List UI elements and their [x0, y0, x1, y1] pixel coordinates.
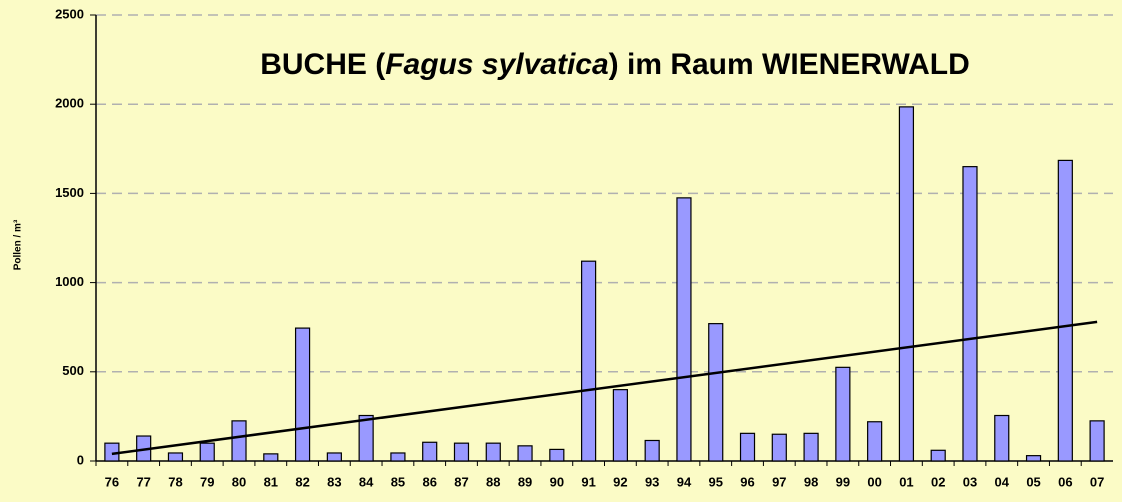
x-tick-label: 00	[867, 474, 881, 489]
y-tick-label: 0	[77, 452, 84, 467]
bar	[898, 106, 915, 462]
x-tick-label: 07	[1090, 474, 1104, 489]
x-tick-label: 88	[486, 474, 500, 489]
x-tick-label: 99	[836, 474, 850, 489]
x-tick-label: 83	[327, 474, 341, 489]
x-tick-label: 81	[264, 474, 278, 489]
x-tick-label: 77	[136, 474, 150, 489]
bar	[867, 421, 883, 462]
bar	[326, 452, 342, 462]
x-tick-label: 82	[295, 474, 309, 489]
y-tick-label: 2000	[55, 96, 84, 111]
y-tick-label: 2500	[55, 6, 84, 21]
bar	[835, 366, 851, 462]
x-tick-label: 87	[454, 474, 468, 489]
x-tick-label: 90	[550, 474, 564, 489]
x-tick-label: 79	[200, 474, 214, 489]
x-tick-label: 06	[1058, 474, 1072, 489]
bar	[1057, 159, 1073, 462]
x-tick-label: 03	[963, 474, 977, 489]
x-tick-label: 02	[931, 474, 945, 489]
chart-title: BUCHE (Fagus sylvatica) im Raum WIENERWA…	[260, 48, 970, 81]
bar	[1025, 455, 1042, 462]
bar	[231, 420, 247, 462]
bar	[517, 445, 533, 462]
bar	[390, 452, 406, 462]
x-tick-label: 85	[391, 474, 405, 489]
x-tick-label: 89	[518, 474, 532, 489]
bar	[294, 327, 311, 462]
title-part: BUCHE (	[260, 48, 385, 81]
bar	[994, 414, 1010, 462]
bar	[708, 323, 724, 462]
y-tick-label: 500	[62, 363, 84, 378]
bar	[962, 166, 978, 462]
bar	[263, 453, 279, 462]
x-tick-label: 01	[899, 474, 913, 489]
x-tick-label: 76	[105, 474, 119, 489]
x-tick-label: 95	[709, 474, 723, 489]
bar	[930, 449, 946, 462]
x-tick-label: 04	[995, 474, 1010, 489]
bar	[612, 389, 628, 462]
x-tick-label: 98	[804, 474, 818, 489]
title-part: ) im Raum WIENERWALD	[609, 48, 970, 81]
trend-line	[111, 320, 1098, 456]
x-tick-label: 91	[581, 474, 595, 489]
y-tick-label: 1500	[55, 185, 84, 200]
x-tick-label: 80	[232, 474, 246, 489]
bar	[485, 442, 501, 462]
y-axis-label: Pollen / m³	[13, 219, 24, 270]
bar	[358, 414, 374, 462]
x-tick-label: 05	[1026, 474, 1040, 489]
bar	[644, 439, 660, 462]
x-tick-label: 93	[645, 474, 659, 489]
title-part: Fagus sylvatica	[385, 48, 608, 81]
x-tick-label: 94	[677, 474, 692, 489]
bar	[803, 432, 819, 462]
x-tick-label: 78	[168, 474, 182, 489]
bar	[771, 433, 787, 462]
bar	[549, 448, 565, 462]
x-tick-label: 84	[359, 474, 374, 489]
x-tick-label: 96	[740, 474, 754, 489]
bar	[199, 442, 215, 462]
x-tick-label: 92	[613, 474, 627, 489]
x-tick-label: 86	[422, 474, 436, 489]
y-tick-label: 1000	[55, 274, 84, 289]
x-tick-label: 97	[772, 474, 786, 489]
bar	[739, 432, 756, 462]
bar	[581, 260, 597, 462]
bar	[1089, 420, 1105, 462]
bar	[167, 452, 184, 462]
bar	[422, 441, 438, 462]
bar	[676, 197, 692, 462]
bar	[453, 442, 470, 462]
